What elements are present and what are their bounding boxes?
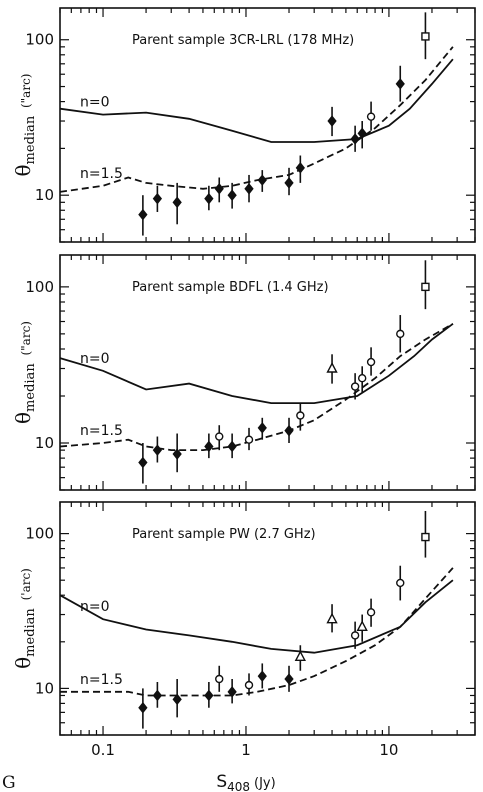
data-point (326, 362, 338, 373)
curve-n0 (59, 58, 454, 143)
panel-3: 100 10 θmedian ('arc) Parent sample PW (2.7… (11, 501, 476, 736)
data-point (172, 196, 182, 209)
data-point (357, 127, 367, 140)
curve-label: n=0 (80, 95, 110, 111)
data-point (350, 133, 360, 145)
data-point (257, 422, 267, 434)
data-point (284, 673, 294, 685)
data-point (152, 192, 163, 205)
panel-frame (59, 254, 476, 491)
data-point (204, 440, 214, 453)
data-point (326, 612, 338, 624)
corner-label: G (2, 773, 16, 792)
x-axis-label-unit: (Jy) (254, 776, 276, 791)
curve-label: n=0 (80, 351, 110, 367)
data-point (214, 182, 224, 195)
y-tick-label: 100 (25, 31, 54, 49)
data-point (421, 532, 430, 542)
data-point (366, 608, 376, 617)
curve-n0 (59, 579, 454, 654)
data-point (257, 174, 267, 186)
data-point (215, 674, 224, 684)
data-point (204, 689, 214, 702)
panel-title: Parent sample PW (2.7 GHz) (132, 527, 316, 542)
y-axis-label: θmedian ('arc) (11, 568, 38, 669)
data-point (138, 208, 148, 221)
data-point (421, 282, 430, 292)
curve-n1p5 (59, 46, 454, 193)
y-tick-label: 10 (35, 679, 54, 697)
data-point (227, 440, 237, 453)
curve-n1p5 (60, 567, 454, 697)
data-point (366, 357, 376, 367)
data-point (227, 686, 237, 698)
y-axis-label: θmedian ("arc) (11, 321, 38, 424)
data-point (244, 680, 254, 690)
panel-title: Parent sample 3CR-LRL (178 MHz) (132, 33, 354, 48)
data-point (138, 701, 148, 714)
data-point (350, 382, 360, 391)
data-point (215, 432, 224, 441)
x-tick-label: 1 (241, 741, 251, 759)
curve-n0 (59, 323, 454, 404)
data-point (172, 693, 182, 706)
y-tick-label: 10 (35, 186, 54, 204)
data-point (244, 182, 254, 195)
curve-n1p5 (59, 323, 454, 451)
y-axis-label: θmedian ("arc) (11, 74, 38, 177)
data-point (204, 192, 214, 205)
data-point (284, 424, 294, 437)
data-point (152, 689, 163, 702)
curve-label: n=1.5 (80, 166, 123, 182)
x-axis-label-main: S (216, 772, 227, 792)
data-point (152, 444, 163, 456)
data-point (227, 189, 237, 202)
x-axis-label-sub: 408 (227, 780, 250, 792)
data-point (357, 374, 367, 383)
y-tick-label: 10 (35, 434, 54, 452)
data-point (284, 177, 294, 189)
y-tick-label: 100 (25, 525, 54, 543)
data-point (396, 578, 405, 588)
panel-1: 100 10 θmedian ("arc) Parent sample 3CR-LRL… (11, 7, 476, 243)
data-point (395, 78, 405, 90)
data-point (396, 329, 405, 339)
panel-title: Parent sample BDFL (1.4 GHz) (132, 280, 329, 295)
data-point (327, 115, 337, 127)
data-point (295, 162, 305, 174)
curve-label: n=1.5 (80, 672, 123, 688)
data-point (350, 631, 360, 640)
y-tick-label: 100 (25, 278, 54, 296)
panel-2: 100 10 θmedian ("arc) Parent sample BDFL (1… (11, 254, 476, 491)
data-point (294, 650, 306, 662)
data-point (421, 32, 430, 41)
panel-frame (59, 7, 476, 243)
curve-label: n=1.5 (80, 423, 123, 439)
x-tick-label: 0.1 (91, 741, 115, 759)
data-point (172, 448, 182, 460)
data-point (244, 435, 254, 444)
data-point (257, 670, 267, 682)
data-point (138, 456, 148, 469)
panel-frame (59, 501, 476, 736)
x-tick-label: 10 (379, 741, 398, 759)
curve-label: n=0 (80, 599, 110, 615)
data-point (366, 112, 376, 121)
data-point (296, 411, 305, 420)
x-axis-label: S408 (Jy) (216, 772, 275, 792)
data-point (356, 620, 368, 631)
